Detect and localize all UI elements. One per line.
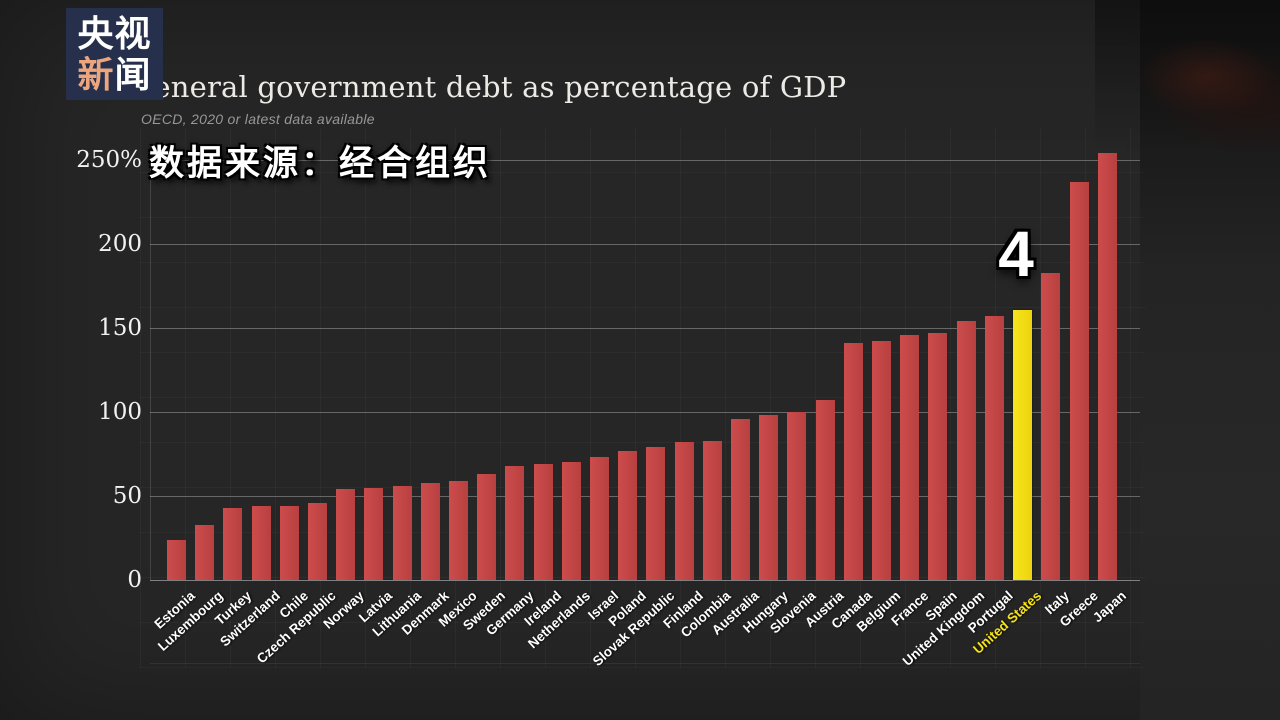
bar-slot-germany: Germany [483,160,536,638]
logo-text-line2: 新闻 [77,54,151,95]
bar-australia [731,418,751,580]
bar-japan [1097,153,1117,580]
annotation-rank: 4 [998,218,1034,290]
bar-slot-hungary: Hungary [740,160,790,636]
bar-slovak-republic [646,447,666,580]
bar-turkey [223,507,243,580]
y-tick-label-100: 100 [98,399,142,425]
bar-slot-latvia: Latvia [356,160,395,625]
bar-israel [590,457,610,580]
bar-slot-denmark: Denmark [399,160,452,638]
bar-slot-belgium: Belgium [853,160,903,635]
bar-sweden [477,474,497,580]
bar-slot-netherlands: Netherlands [525,160,593,651]
bar-slot-mexico: Mexico [436,160,480,630]
bar-lithuania [392,485,412,580]
bar-denmark [420,482,440,580]
bar-latvia [364,487,384,580]
bar-slot-luxembourg: Luxembourg [155,160,226,654]
bar-slot-portugal: Portugal [965,160,1016,636]
y-tick-label-200: 200 [98,231,142,257]
gridline-50 [150,496,1140,497]
plot-area: Estonia Luxembourg Turkey Switzerland Chile C… [152,153,1129,669]
bar-slot-austria: Austria [802,160,847,630]
bar-mexico [449,480,469,580]
bar-portugal [984,316,1004,580]
bar-czech-republic [308,502,328,580]
background-grid-texture [140,128,1145,668]
bar-slot-greece: Greece [1056,160,1101,630]
y-axis-line [150,160,151,580]
bar-united-kingdom [956,321,976,580]
bar-norway [336,489,356,580]
bar-switzerland [251,506,271,580]
bar-slot-norway: Norway [321,160,367,632]
bar-slot-united-states: United States [970,160,1044,657]
bar-luxembourg [195,524,215,580]
bar-slot-ireland: Ireland [522,160,565,629]
source-overlay-text: 数据来源：经合组织 [149,144,492,183]
bar-slot-estonia: Estonia [152,160,198,632]
label-area-baseline [150,663,1140,664]
bar-hungary [759,415,779,580]
bar-slot-turkey: Turkey [212,160,254,628]
bar-slot-poland: Poland [606,160,649,629]
logo-text-line1: 央视 [77,13,152,54]
y-tick-label-0: 0 [127,567,142,593]
bar-poland [618,450,638,580]
gridline-250 [150,160,1140,161]
logo-char-xin: 新 [77,54,115,95]
gridline-150 [150,328,1140,329]
bar-slot-lithuania: Lithuania [369,160,424,639]
gridline-0 [150,580,1140,581]
bar-belgium [872,341,892,580]
y-tick-label-150: 150 [98,315,142,341]
bar-spain [928,333,948,580]
bar-slot-czech-republic: Czech Republic [254,160,339,666]
bar-austria [815,400,835,580]
bar-italy [1041,272,1061,580]
bar-slot-chile: Chile [276,160,311,621]
y-tick-label-250: 250% [76,147,142,173]
bar-colombia [702,440,722,580]
gridline-100 [150,412,1140,413]
bar-slovenia [787,412,807,580]
bar-slot-sweden: Sweden [460,160,508,633]
bar-netherlands [561,462,581,580]
bar-slot-slovenia: Slovenia [767,160,819,636]
bar-slot-switzerland: Switzerland [217,160,283,649]
bar-slot-italy: Italy [1041,160,1072,617]
bar-chile [279,506,299,580]
bar-ireland [533,464,553,580]
bar-slot-finland: Finland [660,160,706,631]
chart-subtitle: OECD, 2020 or latest data available [141,111,375,127]
background-top-right-blotch [1095,0,1280,170]
gridline-200 [150,244,1140,245]
bar-estonia [167,539,186,580]
bar-slot-united-kingdom: United Kingdom [900,160,988,669]
bar-slot-japan: Japan [1090,153,1129,625]
broadcaster-logo: 央视 新闻 [66,8,163,100]
bar-slot-australia: Australia [709,160,762,638]
logo-char-wen: 闻 [114,54,152,95]
bar-canada [843,343,863,580]
bar-slot-spain: Spain [922,160,960,624]
bar-united-states [1013,309,1033,580]
bar-greece [1069,181,1089,580]
bar-slot-france: France [888,160,931,629]
bar-france [900,334,920,580]
bar-slot-colombia: Colombia [678,160,734,640]
chart-title: General government debt as percentage of… [130,70,847,104]
bar-slot-israel: Israel [585,160,621,623]
bar-germany [505,465,525,580]
bar-slot-slovak-republic: Slovak Republic [590,160,677,669]
bar-finland [674,442,694,580]
bar-slot-canada: Canada [829,160,875,632]
y-tick-label-50: 50 [112,483,142,509]
